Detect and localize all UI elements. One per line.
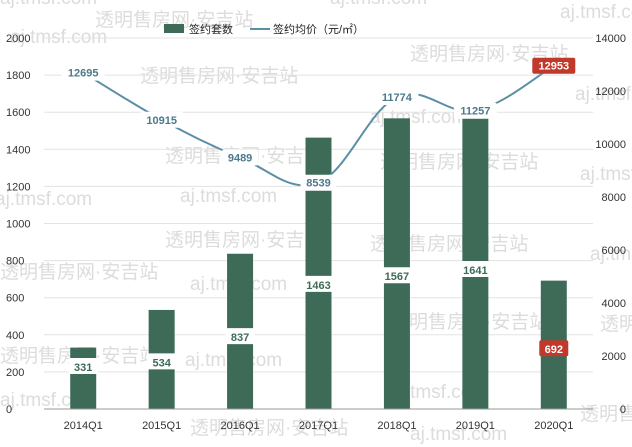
watermark-text: aj.tmsf.com [580,164,632,185]
line-value-label: 9489 [228,153,252,165]
x-tick-label: 2020Q1 [534,420,573,432]
y-left-tick-label: 800 [6,256,24,268]
x-tick-label: 2018Q1 [377,420,416,432]
x-tick-label: 2015Q1 [142,420,181,432]
bar-value-label: 1641 [463,265,487,277]
x-tick-label: 2017Q1 [299,420,338,432]
y-left-tick-label: 600 [6,293,24,305]
bar-value-label: 837 [231,332,249,344]
watermark-text: 透明售房网·安吉站 [600,313,632,335]
line-value-label: 10915 [146,115,177,127]
bar-value-label-bg [68,358,98,374]
y-right-tick-label: 14000 [595,33,626,45]
bar-value-label-bg [539,340,569,357]
bar-value-label: 534 [152,357,171,369]
y-left-tick-label: 1200 [6,181,30,193]
bar-value-label-bg [378,267,415,284]
x-tick-label: 2014Q1 [64,420,103,432]
line-value-label: 11774 [382,92,413,104]
line-value-label: 11257 [460,106,490,118]
watermark-text: aj.tmsf.com [560,2,632,23]
legend: 签约套数 签约均价（元/㎡） [164,22,364,36]
y-right-tick-label: 12000 [595,86,626,98]
watermark-text: 透明售房网·安吉站 [0,261,158,283]
y-right-tick-label: 0 [620,404,626,416]
watermark-text: aj.tmsf.com [330,0,427,9]
y-right-tick-label: 6000 [602,245,626,257]
y-left-tick-label: 2000 [6,33,30,45]
line-value-label: 12953 [538,61,569,73]
line-value-label-bg [300,174,337,191]
x-tick-label: 2019Q1 [456,420,495,432]
line-value-label-bg [140,111,184,128]
legend-bar-swatch [164,24,184,33]
line-value-label: 12695 [68,68,99,80]
axes: 0 200 400 600 800 1000 1200 1400 1600 1800 2000 0 20… [6,33,626,432]
watermark-text: aj.tmsf.com [0,0,97,9]
watermark-text: 透明售房网·安吉站 [410,43,568,65]
line-series: 331 534 837 1463 1567 1641 692 12695 10915 9489 85… [61,57,576,374]
y-left-tick-label: 1600 [6,107,30,119]
watermark-text: aj.tmsf.com [410,424,507,445]
watermark-text: 透明售房网·安吉站 [165,229,323,251]
watermark-text: 透明售房网·安吉站 [380,151,538,173]
y-right-tick-label: 8000 [602,192,626,204]
bar [462,104,489,410]
line-value-label-bg [61,64,105,81]
bar-value-label: 1463 [306,280,330,292]
bar-value-label-bg [300,275,337,292]
y-left-tick-label: 0 [6,404,12,416]
watermark-text: aj.tmsf.com [180,186,277,207]
y-left-tick-label: 400 [6,330,24,342]
line-value-label-bg [375,88,419,105]
line-value-label-bg [453,102,497,119]
bar-value-label-bg [457,261,494,278]
y-right-tick-label: 10000 [595,139,626,151]
line-value-label: 8539 [306,178,330,190]
y-right-tick-label: 2000 [602,351,626,363]
bar [383,118,410,409]
y-left-tick-label: 1000 [6,219,30,231]
y-left-tick-label: 1400 [6,144,30,156]
watermark-text: aj.tmsf.com [575,84,632,105]
watermark-text: aj.tmsf.com [0,189,92,210]
watermark-text: 透明售房网·安吉站 [190,417,348,439]
bar-value-label: 692 [545,344,563,356]
x-tick-label: 2016Q1 [220,420,259,432]
watermark-text: 透明售房网·安吉站 [140,65,298,87]
bar-value-label-bg [225,328,255,345]
bar [70,347,97,409]
y-right-tick-label: 4000 [602,298,626,310]
line-value-label-bg [222,149,259,166]
watermark-text: 透明售房网·安吉站 [95,9,253,31]
y-left-tick-label: 1800 [6,70,30,82]
bar-value-label-bg [147,353,177,370]
bar-value-label: 331 [74,362,92,374]
legend-bar-label: 签约套数 [189,22,233,36]
legend-line-label: 签约均价（元/㎡） [273,22,364,36]
line-value-label-bg [532,57,576,74]
bar-value-label: 1567 [385,271,409,283]
y-left-tick-label: 200 [6,367,24,379]
watermark-text: aj.tmsf.com [590,244,632,265]
